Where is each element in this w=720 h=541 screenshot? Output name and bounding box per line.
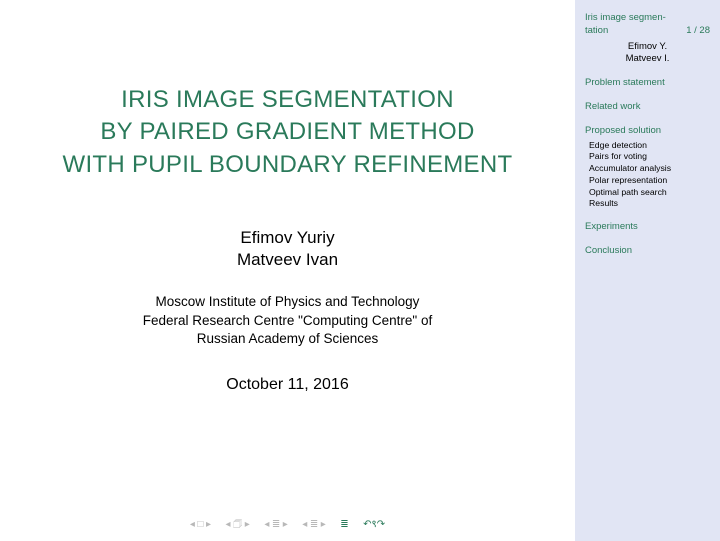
nav-outline[interactable]: ≣ bbox=[340, 519, 348, 530]
authors-block: Efimov Yuriy Matveev Ivan bbox=[0, 227, 575, 271]
sidebar: Iris image segmen- tation 1 / 28 Efimov … bbox=[575, 0, 720, 541]
nav-cycle[interactable]: ↶९↷ bbox=[363, 516, 385, 530]
beamer-nav-controls: ◂ □ ▸ ◂ 🗇 ▸ ◂ ≣ ▸ ◂ ≣ ▸ ≣ ↶९↷ bbox=[0, 516, 575, 534]
title-line-2: BY PAIRED GRADIENT METHOD bbox=[38, 116, 537, 148]
sidebar-author-1: Efimov Y. bbox=[591, 41, 704, 54]
title-block: IRIS IMAGE SEGMENTATION BY PAIRED GRADIE… bbox=[0, 0, 575, 181]
title-line-3: WITH PUPIL BOUNDARY REFINEMENT bbox=[38, 149, 537, 181]
sidebar-short-title-l2: tation bbox=[585, 25, 608, 38]
sidebar-section-proposed[interactable]: Proposed solution bbox=[585, 125, 710, 138]
sidebar-author-2: Matveev I. bbox=[591, 53, 704, 66]
sidebar-section-related[interactable]: Related work bbox=[585, 101, 710, 114]
sidebar-short-title-l1: Iris image segmen- bbox=[585, 12, 710, 25]
presentation-date: October 11, 2016 bbox=[0, 376, 575, 394]
sidebar-page-counter: 1 / 28 bbox=[686, 25, 710, 38]
sidebar-authors: Efimov Y. Matveev I. bbox=[585, 41, 710, 67]
nav-prev-frame[interactable]: ◂ 🗇 ▸ bbox=[226, 517, 250, 534]
affiliation-line-3: Russian Academy of Sciences bbox=[65, 330, 510, 348]
date-block: October 11, 2016 bbox=[0, 376, 575, 394]
author-2: Matveev Ivan bbox=[0, 249, 575, 271]
sidebar-sub-edge[interactable]: Edge detection bbox=[585, 140, 710, 152]
sidebar-sub-polar[interactable]: Polar representation bbox=[585, 175, 710, 187]
sidebar-sub-path[interactable]: Optimal path search bbox=[585, 187, 710, 199]
affiliation-line-2: Federal Research Centre "Computing Centr… bbox=[65, 312, 510, 330]
slide-main-area: IRIS IMAGE SEGMENTATION BY PAIRED GRADIE… bbox=[0, 0, 575, 541]
sidebar-title-row: tation 1 / 28 bbox=[585, 25, 710, 38]
sidebar-section-conclusion[interactable]: Conclusion bbox=[585, 245, 710, 258]
nav-next-section[interactable]: ◂ ≣ ▸ bbox=[302, 519, 325, 530]
author-1: Efimov Yuriy bbox=[0, 227, 575, 249]
nav-prev-slide[interactable]: ◂ □ ▸ bbox=[190, 519, 211, 530]
nav-prev-section[interactable]: ◂ ≣ ▸ bbox=[264, 519, 287, 530]
sidebar-sub-results[interactable]: Results bbox=[585, 198, 710, 210]
sidebar-sub-accumulator[interactable]: Accumulator analysis bbox=[585, 163, 710, 175]
sidebar-section-experiments[interactable]: Experiments bbox=[585, 221, 710, 234]
title-line-1: IRIS IMAGE SEGMENTATION bbox=[38, 84, 537, 116]
sidebar-section-problem[interactable]: Problem statement bbox=[585, 77, 710, 90]
affiliation-line-1: Moscow Institute of Physics and Technolo… bbox=[65, 293, 510, 311]
affiliation-block: Moscow Institute of Physics and Technolo… bbox=[0, 293, 575, 348]
sidebar-sub-pairs[interactable]: Pairs for voting bbox=[585, 151, 710, 163]
